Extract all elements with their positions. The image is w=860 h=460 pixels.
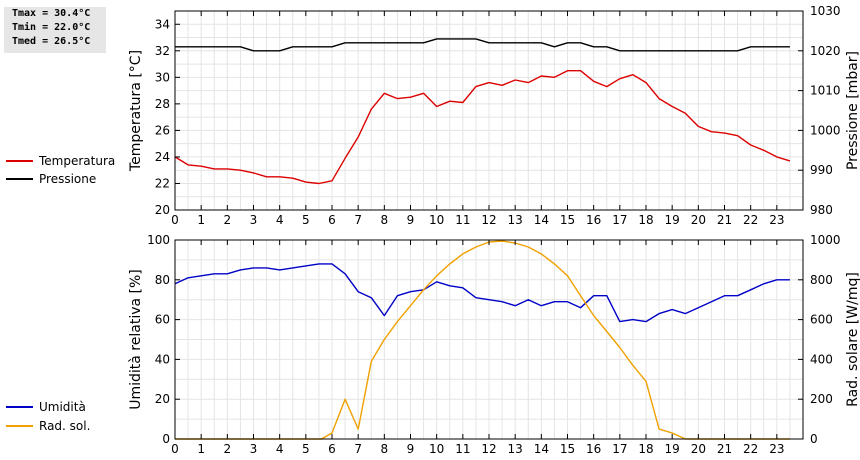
chart1-y-tick-label: 34 [155,17,170,31]
tmax-text: Tmax = 30.4°C [12,8,91,19]
chart1-x-tick-label: 14 [534,213,549,227]
stats-box: Tmax = 30.4°C Tmin = 22.0°C Tmed = 26.5°… [4,7,106,53]
chart1-y-tick-label: 24 [155,150,170,164]
chart2-x-tick-label: 20 [691,442,706,456]
legend-label: Pressione [39,172,97,186]
chart1-x-tick-label: 6 [328,213,336,227]
chart2-y-tick-label: 100 [147,233,170,247]
chart1-y-tick-label: 30 [155,70,170,84]
chart2-x-tick-label: 19 [665,442,680,456]
chart1-x-tick-label: 21 [717,213,732,227]
chart2-y-tick-label: 0 [162,432,170,446]
chart2-x-tick-label: 4 [276,442,284,456]
tmin-text: Tmin = 22.0°C [12,22,91,33]
chart2-series-umidit- [174,263,790,323]
chart1-y2-tick-label: 1010 [810,84,841,98]
chart1-y2-tick-label: 990 [810,163,833,177]
chart1-x-tick-label: 1 [197,213,205,227]
chart1-x-tick-label: 11 [455,213,470,227]
chart2-x-tick-label: 7 [354,442,362,456]
chart2-x-tick-label: 10 [429,442,444,456]
chart1-x-tick-label: 13 [508,213,523,227]
legend-swatch-pressione [6,178,33,180]
chart1-y2-tick-label: 980 [810,203,833,217]
chart2-x-tick-label: 8 [381,442,389,456]
chart2-y2-tick-label: 200 [810,392,833,406]
chart1-x-tick-label: 3 [250,213,258,227]
chart1-y-tick-label: 32 [155,44,170,58]
chart2-x-tick-label: 11 [455,442,470,456]
chart1-x-tick-label: 16 [586,213,601,227]
chart2-x-tick-label: 23 [769,442,784,456]
chart1-y-tick-label: 20 [155,203,170,217]
chart1-y-tick-label: 28 [155,97,170,111]
legend-swatch-umidita [6,406,33,408]
chart1-x-tick-label: 19 [665,213,680,227]
chart2-x-tick-label: 1 [197,442,205,456]
chart2-x-tick-label: 5 [302,442,310,456]
chart2-x-tick-label: 6 [328,442,336,456]
chart1-x-tick-label: 5 [302,213,310,227]
tmed-text: Tmed = 26.5°C [12,36,91,47]
chart2-y-tick-label: 20 [155,392,170,406]
chart1-x-tick-label: 12 [481,213,496,227]
chart2-series-rad-sol- [175,240,790,440]
chart1-x-tick-label: 22 [743,213,758,227]
legend-label: Umidità [39,400,86,414]
chart2-y2-tick-label: 400 [810,352,833,366]
chart2-y2-tick-label: 800 [810,273,833,287]
chart1-y-tick-label: 22 [155,176,170,190]
legend-item-umidita: Umidità [4,398,124,416]
chart1-x-tick-label: 7 [354,213,362,227]
chart1-y2-tick-label: 1020 [810,44,841,58]
chart2-y2-axis-label: Rad. solare [W/mq] [845,272,860,407]
chart1-x-tick-label: 2 [224,213,232,227]
chart2-y2-tick-label: 0 [810,432,818,446]
chart1-x-tick-label: 20 [691,213,706,227]
chart1-series-temperatura [174,69,791,185]
chart1-x-tick-label: 18 [638,213,653,227]
legend-label: Rad. sol. [39,419,91,433]
chart2-x-tick-label: 9 [407,442,415,456]
legend-swatch-radsol [6,425,33,427]
chart2-x-tick-label: 2 [224,442,232,456]
chart1-x-tick-label: 23 [769,213,784,227]
legend-label: Temperatura [39,154,116,168]
chart1-series-pressione [175,38,790,52]
chart2-y2-tick-label: 600 [810,313,833,327]
chart2-y-tick-label: 40 [155,352,170,366]
chart2-x-tick-label: 14 [534,442,549,456]
chart1-x-tick-label: 8 [381,213,389,227]
chart2-x-tick-label: 21 [717,442,732,456]
chart2-x-tick-label: 13 [508,442,523,456]
chart2-x-tick-label: 12 [481,442,496,456]
chart1-y2-axis-label: Pressione [mbar] [845,51,860,170]
chart2-x-tick-label: 18 [638,442,653,456]
chart2-x-tick-label: 16 [586,442,601,456]
chart1-x-tick-label: 15 [560,213,575,227]
legend-item-radsol: Rad. sol. [4,417,124,435]
chart1-y2-tick-label: 1000 [810,123,841,137]
chart2-x-tick-label: 17 [612,442,627,456]
chart2-x-tick-label: 22 [743,442,758,456]
chart2-x-tick-label: 3 [250,442,258,456]
chart2-y-tick-label: 80 [155,273,170,287]
chart1-y-axis-label: Temperatura [°C] [128,50,144,172]
chart2-x-tick-label: 0 [171,442,179,456]
chart1-x-tick-label: 4 [276,213,284,227]
chart2-y-axis-label: Umidità relativa [%] [128,269,144,410]
chart1-x-tick-label: 0 [171,213,179,227]
legend-swatch-temperatura [6,160,33,162]
chart1-x-tick-label: 9 [407,213,415,227]
chart2-y-tick-label: 60 [155,313,170,327]
chart2-y2-tick-label: 1000 [810,233,841,247]
chart1-x-tick-label: 17 [612,213,627,227]
chart1-y-tick-label: 26 [155,123,170,137]
chart1-x-tick-label: 10 [429,213,444,227]
chart1-y2-tick-label: 1030 [810,4,841,18]
chart2-x-tick-label: 15 [560,442,575,456]
